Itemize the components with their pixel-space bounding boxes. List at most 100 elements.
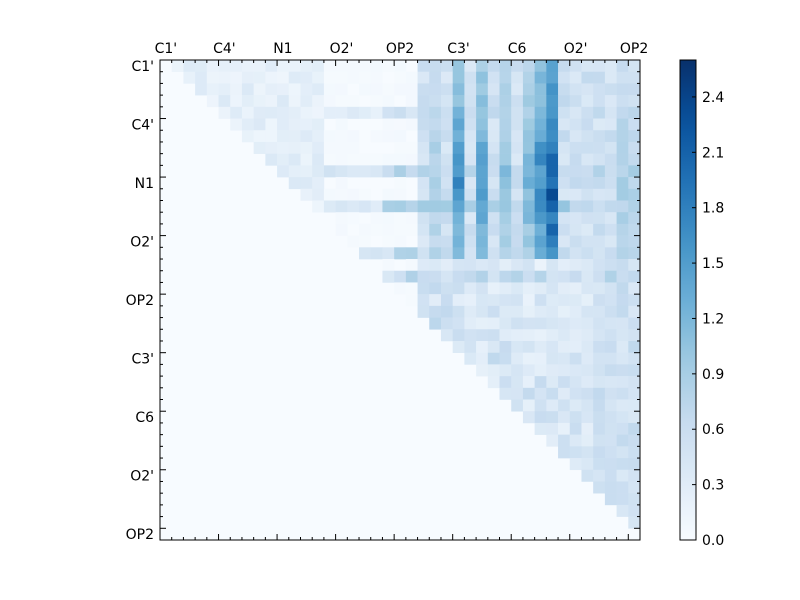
heatmap-cell [347,153,360,166]
heatmap-cell [522,376,535,389]
heatmap-cell [429,270,442,283]
heatmap-cell [581,95,594,108]
heatmap-cell [382,235,395,248]
heatmap-cell [452,83,465,96]
heatmap-cell [382,188,395,201]
heatmap-cell [546,340,559,353]
heatmap-cell [581,223,594,236]
heatmap-cell [604,481,617,494]
heatmap-cell [312,130,325,143]
heatmap-cell [429,95,442,108]
heatmap-cell [628,177,641,190]
heatmap-cell [604,422,617,435]
heatmap-cell [359,165,372,178]
heatmap-cell [476,247,489,260]
heatmap-cell [604,60,617,73]
heatmap-cell [558,305,571,318]
heatmap-cell [581,364,594,377]
heatmap-cell [277,95,290,108]
heatmap-cell [628,387,641,400]
heatmap-cell [277,141,290,154]
heatmap-cell [558,259,571,272]
heatmap-cell [183,60,196,73]
heatmap-cell [534,247,547,260]
heatmap-cell [546,60,559,73]
heatmap-cell [569,223,582,236]
y-tick-label: C6 [135,410,154,426]
y-tick-label: O2' [130,469,154,485]
heatmap-cell [429,247,442,260]
heatmap-cell [417,141,430,154]
heatmap-cell [581,376,594,389]
heatmap-cell [593,434,606,447]
heatmap-cell [511,270,524,283]
heatmap-cell [288,118,301,131]
heatmap-cell [499,329,512,342]
heatmap-cell [628,270,641,283]
heatmap-cell [347,95,360,108]
heatmap-cell [335,130,348,143]
heatmap-cell [253,106,266,119]
heatmap-cell [558,106,571,119]
heatmap-cell [499,270,512,283]
heatmap-cell [440,141,453,154]
heatmap-cell [511,130,524,143]
heatmap-cell [593,294,606,307]
heatmap-cell [288,106,301,119]
heatmap-cell [464,177,477,190]
heatmap-cell [522,200,535,213]
heatmap-cell [628,130,641,143]
y-tick-label: N1 [135,176,154,192]
heatmap-cell [312,118,325,131]
y-tick-label: OP2 [126,293,154,309]
heatmap-cell [511,153,524,166]
colorbar: 0.0 0.3 0.6 0.9 1.2 1.5 1.8 2.1 2.4 [679,59,724,549]
heatmap-cell [464,259,477,272]
heatmap-cell [499,317,512,330]
heatmap-cell [569,399,582,412]
heatmap-cell [593,446,606,459]
heatmap-cell [616,317,629,330]
heatmap-cell [405,141,418,154]
heatmap-cell [429,259,442,272]
heatmap-cell [616,329,629,342]
heatmap-cell [487,200,500,213]
heatmap-cell [394,212,407,225]
heatmap-cell [593,106,606,119]
colorbar-tick-label: 0.9 [702,367,724,383]
heatmap-cell [429,60,442,73]
heatmap-cell [604,270,617,283]
heatmap-cell [241,118,254,131]
axis-ticks [159,59,641,541]
heatmap-cell [593,422,606,435]
heatmap-cell [452,71,465,84]
heatmap-cell [499,376,512,389]
heatmap-cell [487,188,500,201]
heatmap-cell [476,223,489,236]
heatmap-cell [534,188,547,201]
heatmap-cell [218,95,231,108]
heatmap-cell [312,83,325,96]
heatmap-cell [569,130,582,143]
heatmap-cell [569,83,582,96]
heatmap-cell [616,83,629,96]
heatmap-cell [628,118,641,131]
heatmap-cell [464,200,477,213]
heatmap-cell [628,422,641,435]
heatmap-cell [593,153,606,166]
heatmap-cell [604,399,617,412]
heatmap-cell [546,329,559,342]
heatmap-cell [288,60,301,73]
heatmap-cell [440,259,453,272]
heatmap-cell [487,259,500,272]
heatmap-cell [628,399,641,412]
y-tick-label: C1' [131,59,154,75]
heatmap-cell [265,83,278,96]
heatmap-cell [593,212,606,225]
heatmap-cell [417,71,430,84]
heatmap-cell [253,60,266,73]
heatmap-cell [604,153,617,166]
heatmap-cell [534,106,547,119]
heatmap-cell [604,305,617,318]
heatmap-cell [616,422,629,435]
